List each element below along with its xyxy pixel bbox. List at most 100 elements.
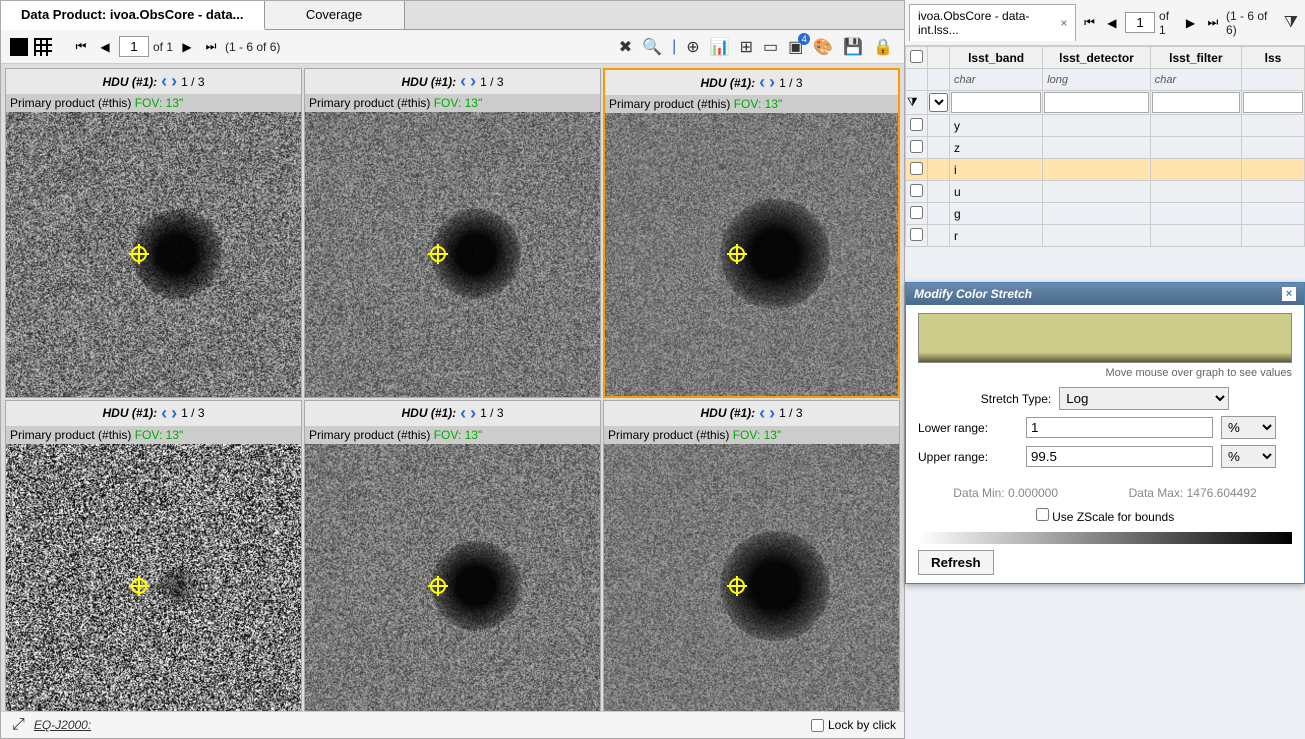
filter-icon[interactable]: ⧩	[1281, 14, 1301, 32]
prev-page-icon[interactable]: ◀	[95, 37, 115, 57]
modal-titlebar[interactable]: Modify Color Stretch ×	[906, 283, 1304, 305]
row-checkbox[interactable]	[910, 206, 923, 219]
image-cell[interactable]: HDU (#1): ‹ › 1 / 3 Primary product (#th…	[603, 400, 900, 711]
col-check-all[interactable]	[906, 47, 928, 69]
coord-sys-link[interactable]: EQ-J2000:	[34, 718, 91, 732]
hdu-next-icon[interactable]: ›	[470, 403, 476, 424]
table-row[interactable]: u	[906, 181, 1305, 203]
footer-bar: ⤢ EQ-J2000: Lock by click	[1, 711, 904, 738]
single-view-icon[interactable]	[9, 37, 29, 57]
hdu-page: 1 / 3	[779, 406, 802, 420]
lock-icon[interactable]: 🔒	[870, 37, 896, 57]
table-row[interactable]: y	[906, 115, 1305, 137]
tab-coverage[interactable]: Coverage	[265, 1, 405, 29]
hdu-prev-icon[interactable]: ‹	[161, 71, 167, 92]
row-checkbox[interactable]	[910, 184, 923, 197]
stretch-type-select[interactable]: Log	[1059, 387, 1229, 410]
lower-range-input[interactable]	[1026, 417, 1213, 438]
hdu-next-icon[interactable]: ›	[171, 71, 177, 92]
refresh-button[interactable]: Refresh	[918, 550, 994, 575]
histogram-preview[interactable]	[918, 313, 1292, 363]
right-tab[interactable]: ivoa.ObsCore - data-int.lss... ×	[909, 4, 1076, 41]
row-checkbox[interactable]	[910, 118, 923, 131]
image-viewport[interactable]	[6, 112, 301, 397]
row-checkbox[interactable]	[910, 228, 923, 241]
image-toolbar: ⏮ ◀ of 1 ▶ ⏭ (1 - 6 of 6) ✖ 🔍 | ⊕ 📊 ⊞ ▭ …	[1, 30, 904, 64]
image-cell[interactable]: HDU (#1): ‹ › 1 / 3 Primary product (#th…	[5, 400, 302, 711]
hdu-prev-icon[interactable]: ‹	[460, 403, 466, 424]
image-viewport[interactable]	[6, 444, 301, 711]
target-icon[interactable]: ⊕	[683, 37, 702, 57]
hdu-next-icon[interactable]: ›	[470, 71, 476, 92]
product-label: Primary product (#this)	[10, 96, 131, 110]
image-viewport[interactable]	[305, 112, 600, 397]
page-input[interactable]	[119, 36, 149, 57]
zoom-icon[interactable]: 🔍	[639, 37, 665, 57]
table-row[interactable]: z	[906, 137, 1305, 159]
hdu-prev-icon[interactable]: ‹	[460, 71, 466, 92]
source-blob	[157, 566, 197, 606]
zscale-checkbox[interactable]	[1036, 508, 1049, 521]
next-page-icon[interactable]: ▶	[177, 37, 197, 57]
r-page-input[interactable]	[1125, 12, 1155, 33]
filter-more[interactable]	[1243, 92, 1303, 113]
hdu-next-icon[interactable]: ›	[171, 403, 177, 424]
r-last-icon[interactable]: ⏭	[1204, 13, 1222, 33]
chart-icon[interactable]: 📊	[707, 37, 733, 57]
hdu-next-icon[interactable]: ›	[769, 403, 775, 424]
last-page-icon[interactable]: ⏭	[201, 37, 221, 57]
select-icon[interactable]: ▭	[760, 37, 781, 57]
modal-close-icon[interactable]: ×	[1282, 287, 1296, 301]
image-cell[interactable]: HDU (#1): ‹ › 1 / 3 Primary product (#th…	[304, 400, 601, 711]
cell-header: HDU (#1): ‹ › 1 / 3	[6, 401, 301, 426]
funnel-icon[interactable]: ⧩	[906, 91, 928, 115]
crosshair-icon	[131, 578, 147, 594]
lower-unit-select[interactable]: %	[1221, 416, 1276, 439]
col-more[interactable]: lss	[1241, 47, 1304, 69]
table-row[interactable]: r	[906, 225, 1305, 247]
image-viewport[interactable]	[604, 444, 899, 711]
first-page-icon[interactable]: ⏮	[71, 37, 91, 57]
expand-icon[interactable]: ⤢	[9, 716, 28, 734]
filter-detector[interactable]	[1044, 92, 1149, 113]
image-cell[interactable]: HDU (#1): ‹ › 1 / 3 Primary product (#th…	[304, 68, 601, 398]
row-checkbox[interactable]	[910, 162, 923, 175]
hdu-label: HDU (#1):	[102, 406, 157, 420]
close-tab-icon[interactable]: ×	[1060, 16, 1067, 30]
filter-filter[interactable]	[1152, 92, 1240, 113]
hdu-prev-icon[interactable]: ‹	[161, 403, 167, 424]
hdu-label: HDU (#1):	[700, 76, 755, 90]
tab-data-product[interactable]: Data Product: ivoa.ObsCore - data...	[1, 1, 265, 30]
save-icon[interactable]: 💾	[840, 37, 866, 57]
filter-select[interactable]	[929, 93, 948, 112]
r-first-icon[interactable]: ⏮	[1080, 13, 1098, 33]
data-table: lsst_band lsst_detector lsst_filter lss …	[905, 46, 1305, 247]
hdu-prev-icon[interactable]: ‹	[759, 72, 765, 93]
image-viewport[interactable]	[305, 444, 600, 711]
overlay-icon[interactable]: ▣	[785, 37, 806, 57]
col-band[interactable]: lsst_band	[950, 47, 1043, 69]
col-filter[interactable]: lsst_filter	[1150, 47, 1241, 69]
r-next-icon[interactable]: ▶	[1181, 13, 1199, 33]
layers-icon[interactable]: ⊞	[737, 37, 756, 57]
table-row[interactable]: g	[906, 203, 1305, 225]
image-cell[interactable]: HDU (#1): ‹ › 1 / 3 Primary product (#th…	[603, 68, 900, 398]
color-icon[interactable]: 🎨	[810, 37, 836, 57]
upper-unit-select[interactable]: %	[1221, 445, 1276, 468]
filter-band[interactable]	[951, 92, 1041, 113]
lock-by-click-checkbox[interactable]	[811, 719, 824, 732]
hdu-prev-icon[interactable]: ‹	[759, 403, 765, 424]
row-checkbox[interactable]	[910, 140, 923, 153]
tools-icon[interactable]: ✖	[616, 37, 635, 57]
upper-range-input[interactable]	[1026, 446, 1213, 467]
r-prev-icon[interactable]: ◀	[1103, 13, 1121, 33]
hdu-page: 1 / 3	[181, 406, 204, 420]
hdu-next-icon[interactable]: ›	[769, 72, 775, 93]
cell-header: HDU (#1): ‹ › 1 / 3	[6, 69, 301, 94]
cell-subtitle: Primary product (#this) FOV: 13"	[305, 94, 600, 112]
grid-view-icon[interactable]	[33, 37, 53, 57]
image-cell[interactable]: HDU (#1): ‹ › 1 / 3 Primary product (#th…	[5, 68, 302, 398]
image-viewport[interactable]	[605, 113, 898, 396]
table-row[interactable]: i	[906, 159, 1305, 181]
col-detector[interactable]: lsst_detector	[1043, 47, 1151, 69]
